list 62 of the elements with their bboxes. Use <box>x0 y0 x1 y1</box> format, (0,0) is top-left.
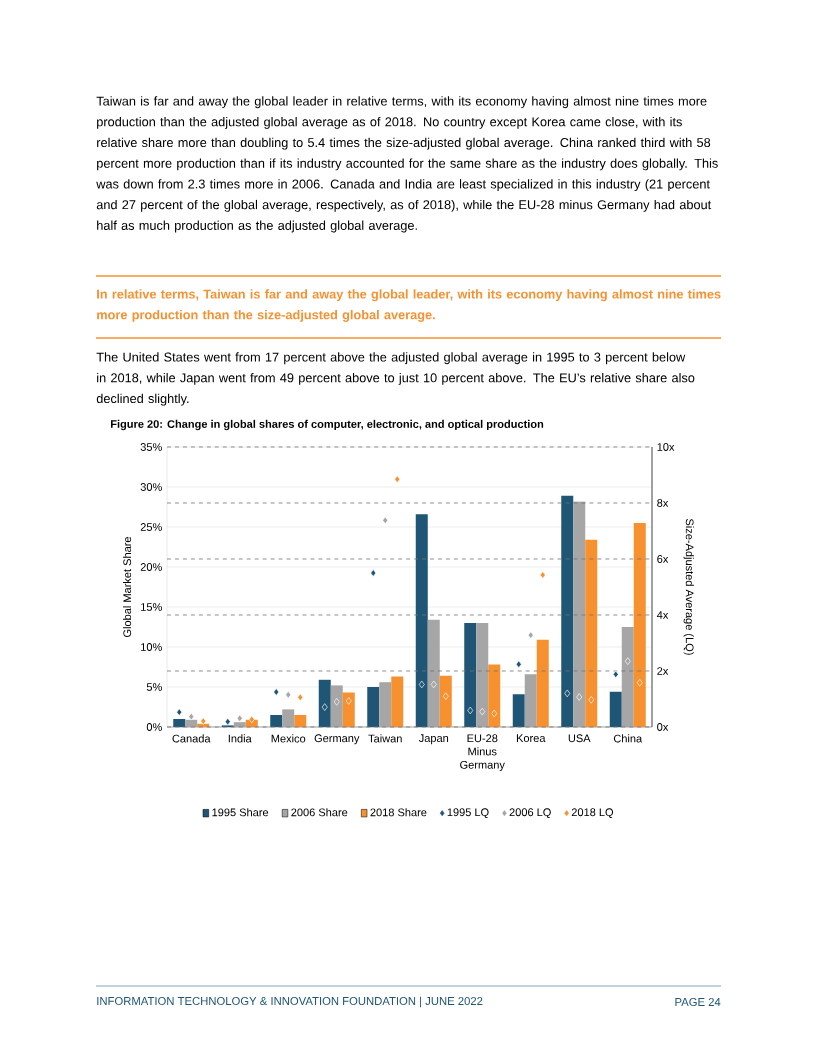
x-tick-label: Japan <box>418 734 449 745</box>
y-tick-label: 10% <box>141 643 162 651</box>
x-tick-label: EU-28 Minus Germany <box>460 734 505 771</box>
bar <box>379 682 392 727</box>
y-tick-label: 35% <box>140 443 162 451</box>
bar <box>282 709 295 727</box>
y2-tick-label: 8x <box>657 499 669 507</box>
bar <box>633 522 646 727</box>
y-tick-label: 0% <box>146 723 162 731</box>
x-tick-label: Korea <box>516 734 546 743</box>
bar <box>391 676 404 727</box>
bar <box>561 495 574 727</box>
legend-label: 2018 LQ <box>571 808 614 819</box>
chart-title: Figure 20: Change in global shares of computer, electronic, and optical production <box>111 419 544 431</box>
text: PAGE 24 <box>675 998 721 1006</box>
bar <box>427 619 440 727</box>
bar <box>270 714 283 727</box>
bar <box>621 626 634 727</box>
text: INFORMATION TECHNOLOGY & INNOVATION FOUNDATION | JUNE 2022 <box>97 996 483 1008</box>
bar <box>512 694 525 727</box>
y2-tick-label: 4x <box>656 611 669 619</box>
y2-axis-title: Size-Adjusted Average (LQ) <box>683 518 694 655</box>
x-tick-label: China <box>613 734 643 743</box>
x-tick-label: India <box>228 734 252 743</box>
x-tick-label: Canada <box>172 734 211 743</box>
legend-label: 1995 LQ <box>447 808 489 819</box>
x-tick-label: Taiwan <box>368 734 402 743</box>
y2-tick-label: 0x <box>657 723 669 731</box>
text: In relative terms, Taiwan is far and away the global leader, with its economy having almost nine times more production than the size-adjusted global average. <box>97 289 721 322</box>
bar <box>330 685 343 727</box>
y-tick-label: 20% <box>140 563 162 571</box>
y-tick-label: 30% <box>140 483 162 491</box>
bar <box>536 639 549 727</box>
x-tick-label: Mexico <box>271 734 306 743</box>
bar <box>573 501 586 727</box>
text: The United States went from 17 percent above the adjusted global average in 1995 to 3 percent below in 2018, while Japan went from 49 percent above to just 10 percent above. The EU’s relative share also declined slightly. <box>96 352 695 406</box>
legend-label: 2006 LQ <box>509 808 551 819</box>
bar <box>439 675 452 727</box>
y-tick-label: 5% <box>146 683 162 691</box>
y-tick-label: 25% <box>140 523 162 531</box>
bar <box>524 674 537 727</box>
y-axis-title: Global Market Share <box>123 536 132 637</box>
legend-label: 1995 Share <box>212 808 269 817</box>
legend-label: 2006 Share <box>291 808 348 817</box>
y-tick-label: 15% <box>141 603 162 611</box>
x-tick-label: USA <box>568 734 591 743</box>
y2-tick-label: 6x <box>657 555 669 563</box>
bar <box>415 514 428 727</box>
x-tick-label: Germany <box>314 734 360 745</box>
bar <box>342 692 355 727</box>
bar <box>318 679 331 727</box>
bar <box>609 691 622 727</box>
bar <box>488 664 501 727</box>
bar <box>294 714 307 727</box>
y2-tick-label: 10x <box>657 443 675 451</box>
text: Taiwan is far and away the global leader in relative terms, with its economy having almost nine times more production than the adjusted global average as of 2018. No country except Korea came close, with its relative share more than doubling to 5.4 times the size-adjusted global average. China ranked third with 58 percent more production than if its industry accounted for the same share as the industry does globally. This was down from 2.3 times more in 2006. Canada and India are least specialized in this industry (21 percent and 27 percent of the global average, respectively, as of 2018), while the EU-28 minus Germany had about half as much production as the adjusted global average. <box>96 96 718 233</box>
bar <box>585 539 598 727</box>
y2-tick-label: 2x <box>657 667 669 675</box>
bar <box>464 622 477 727</box>
legend-label: 2018 Share <box>370 808 427 817</box>
bar <box>476 622 489 727</box>
bar <box>367 686 380 727</box>
